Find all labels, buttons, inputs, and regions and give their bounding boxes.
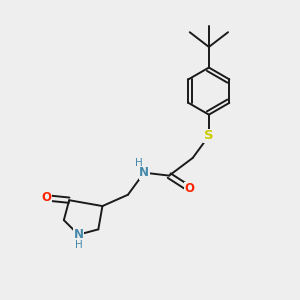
Text: N: N xyxy=(139,166,149,179)
Text: O: O xyxy=(41,191,51,204)
Text: H: H xyxy=(75,240,83,250)
Text: S: S xyxy=(204,129,214,142)
Text: O: O xyxy=(185,182,195,195)
Text: N: N xyxy=(74,228,83,241)
Text: H: H xyxy=(135,158,143,168)
